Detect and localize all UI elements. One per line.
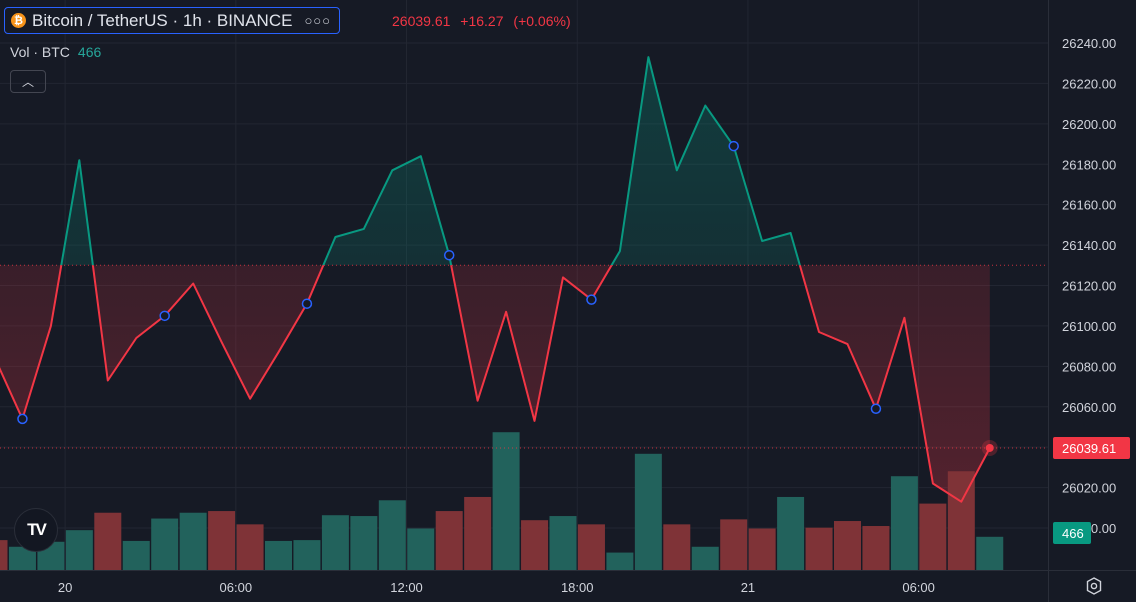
current-price-tag-label: 26039.61: [1062, 441, 1116, 456]
tradingview-logo[interactable]: TV: [14, 508, 58, 552]
time-tick-label: 21: [741, 580, 755, 595]
price-tick-label: 26020.00: [1062, 481, 1116, 496]
volume-bar: [919, 503, 947, 570]
volume-legend[interactable]: Vol · BTC 466: [10, 44, 101, 60]
last-price: 26039.61: [392, 13, 451, 29]
volume-bar: [492, 432, 520, 570]
price-tick-label: 26160.00: [1062, 198, 1116, 213]
price-marker: [870, 403, 882, 415]
price-marker: [728, 140, 739, 152]
time-tick-label: 18:00: [561, 580, 594, 595]
volume-bar: [122, 540, 150, 570]
volume-bar: [606, 552, 634, 570]
baseline-areas: [0, 57, 990, 502]
chevron-up-icon: ︿: [21, 75, 34, 89]
volume-bar: [720, 519, 748, 570]
price-tick-label: 26240.00: [1062, 36, 1116, 51]
volume-bar: [94, 512, 122, 570]
price-tick-label: 26080.00: [1062, 359, 1116, 374]
volume-bar: [350, 516, 378, 570]
volume-bar: [549, 516, 577, 570]
price-tick-label: 26120.00: [1062, 279, 1116, 294]
time-tick-label: 12:00: [390, 580, 423, 595]
volume-bars: [0, 432, 1004, 570]
price-axis[interactable]: 26240.00 26220.00 26200.00 26180.00 26160.00…: [1048, 0, 1131, 602]
volume-bar: [805, 527, 833, 570]
volume-tag-label: 466: [1062, 526, 1084, 541]
time-tick-label: 20: [58, 580, 72, 595]
price-marker: [301, 298, 313, 309]
price-tick-label: 26180.00: [1062, 157, 1116, 172]
volume-value: 466: [77, 44, 102, 60]
price-readout: 26039.61 +16.27 (+0.06%): [392, 13, 577, 29]
volume-bar: [976, 536, 1004, 570]
current-price-tag: [1053, 436, 1130, 459]
volume-label: Vol · BTC: [10, 44, 70, 60]
volume-bar: [464, 496, 492, 570]
price-marker: [586, 294, 597, 305]
price-tick-label: 26100.00: [1062, 319, 1116, 334]
volume-bar: [293, 540, 321, 570]
volume-bar: [577, 524, 605, 570]
volume-bar: [265, 540, 292, 570]
last-price-dot: [985, 443, 994, 452]
time-tick-label: 06:00: [220, 580, 253, 595]
volume-bar: [179, 512, 207, 570]
volume-bar: [407, 528, 435, 570]
volume-bar: [834, 521, 861, 570]
volume-tag: [1053, 522, 1091, 544]
volume-bar: [748, 528, 776, 570]
volume-bar: [208, 511, 236, 570]
volume-bar: [236, 524, 264, 570]
volume-bar: [663, 524, 691, 570]
symbol-label: Bitcoin / TetherUS · 1h · BINANCE: [32, 10, 293, 30]
price-change-percent: (+0.06%): [513, 13, 571, 29]
area-below-baseline: [0, 265, 990, 502]
more-options-icon[interactable]: ○○○: [304, 13, 332, 28]
volume-bar: [435, 511, 463, 570]
volume-bar: [862, 526, 890, 570]
volume-bar: [378, 500, 406, 570]
time-axis[interactable]: 20 06:00 12:00 18:00 21 06:00: [0, 570, 1136, 596]
volume-bar: [947, 471, 975, 570]
settings-icon[interactable]: [1084, 576, 1104, 596]
volume-bar: [8, 546, 36, 570]
price-tick-label: 26220.00: [1062, 76, 1116, 91]
area-above-baseline: [61, 57, 800, 266]
volume-bar: [521, 520, 549, 570]
volume-bar: [691, 546, 719, 570]
collapse-legend-button[interactable]: ︿: [10, 70, 46, 93]
price-tick-label: 26060.00: [1062, 400, 1116, 415]
price-line-down: [0, 265, 991, 503]
price-marker: [159, 310, 170, 322]
price-tick-label: 26140.00: [1062, 238, 1116, 253]
volume-bar: [0, 540, 8, 570]
volume-bar: [65, 530, 93, 570]
volume-bar: [777, 496, 805, 570]
bitcoin-icon: ₿: [11, 13, 26, 28]
symbol-title[interactable]: ₿ Bitcoin / TetherUS · 1h · BINANCE ○○○: [4, 7, 341, 34]
price-line: [0, 56, 1048, 503]
volume-bar: [890, 476, 918, 570]
volume-bar: [634, 453, 662, 570]
time-tick-label: 06:00: [902, 580, 935, 595]
price-marker: [17, 413, 28, 425]
price-change: +16.27: [460, 13, 504, 29]
volume-bar: [321, 515, 349, 570]
price-tick-label: 26200.00: [1062, 117, 1116, 132]
volume-bar: [151, 518, 179, 570]
price-marker: [443, 249, 455, 261]
